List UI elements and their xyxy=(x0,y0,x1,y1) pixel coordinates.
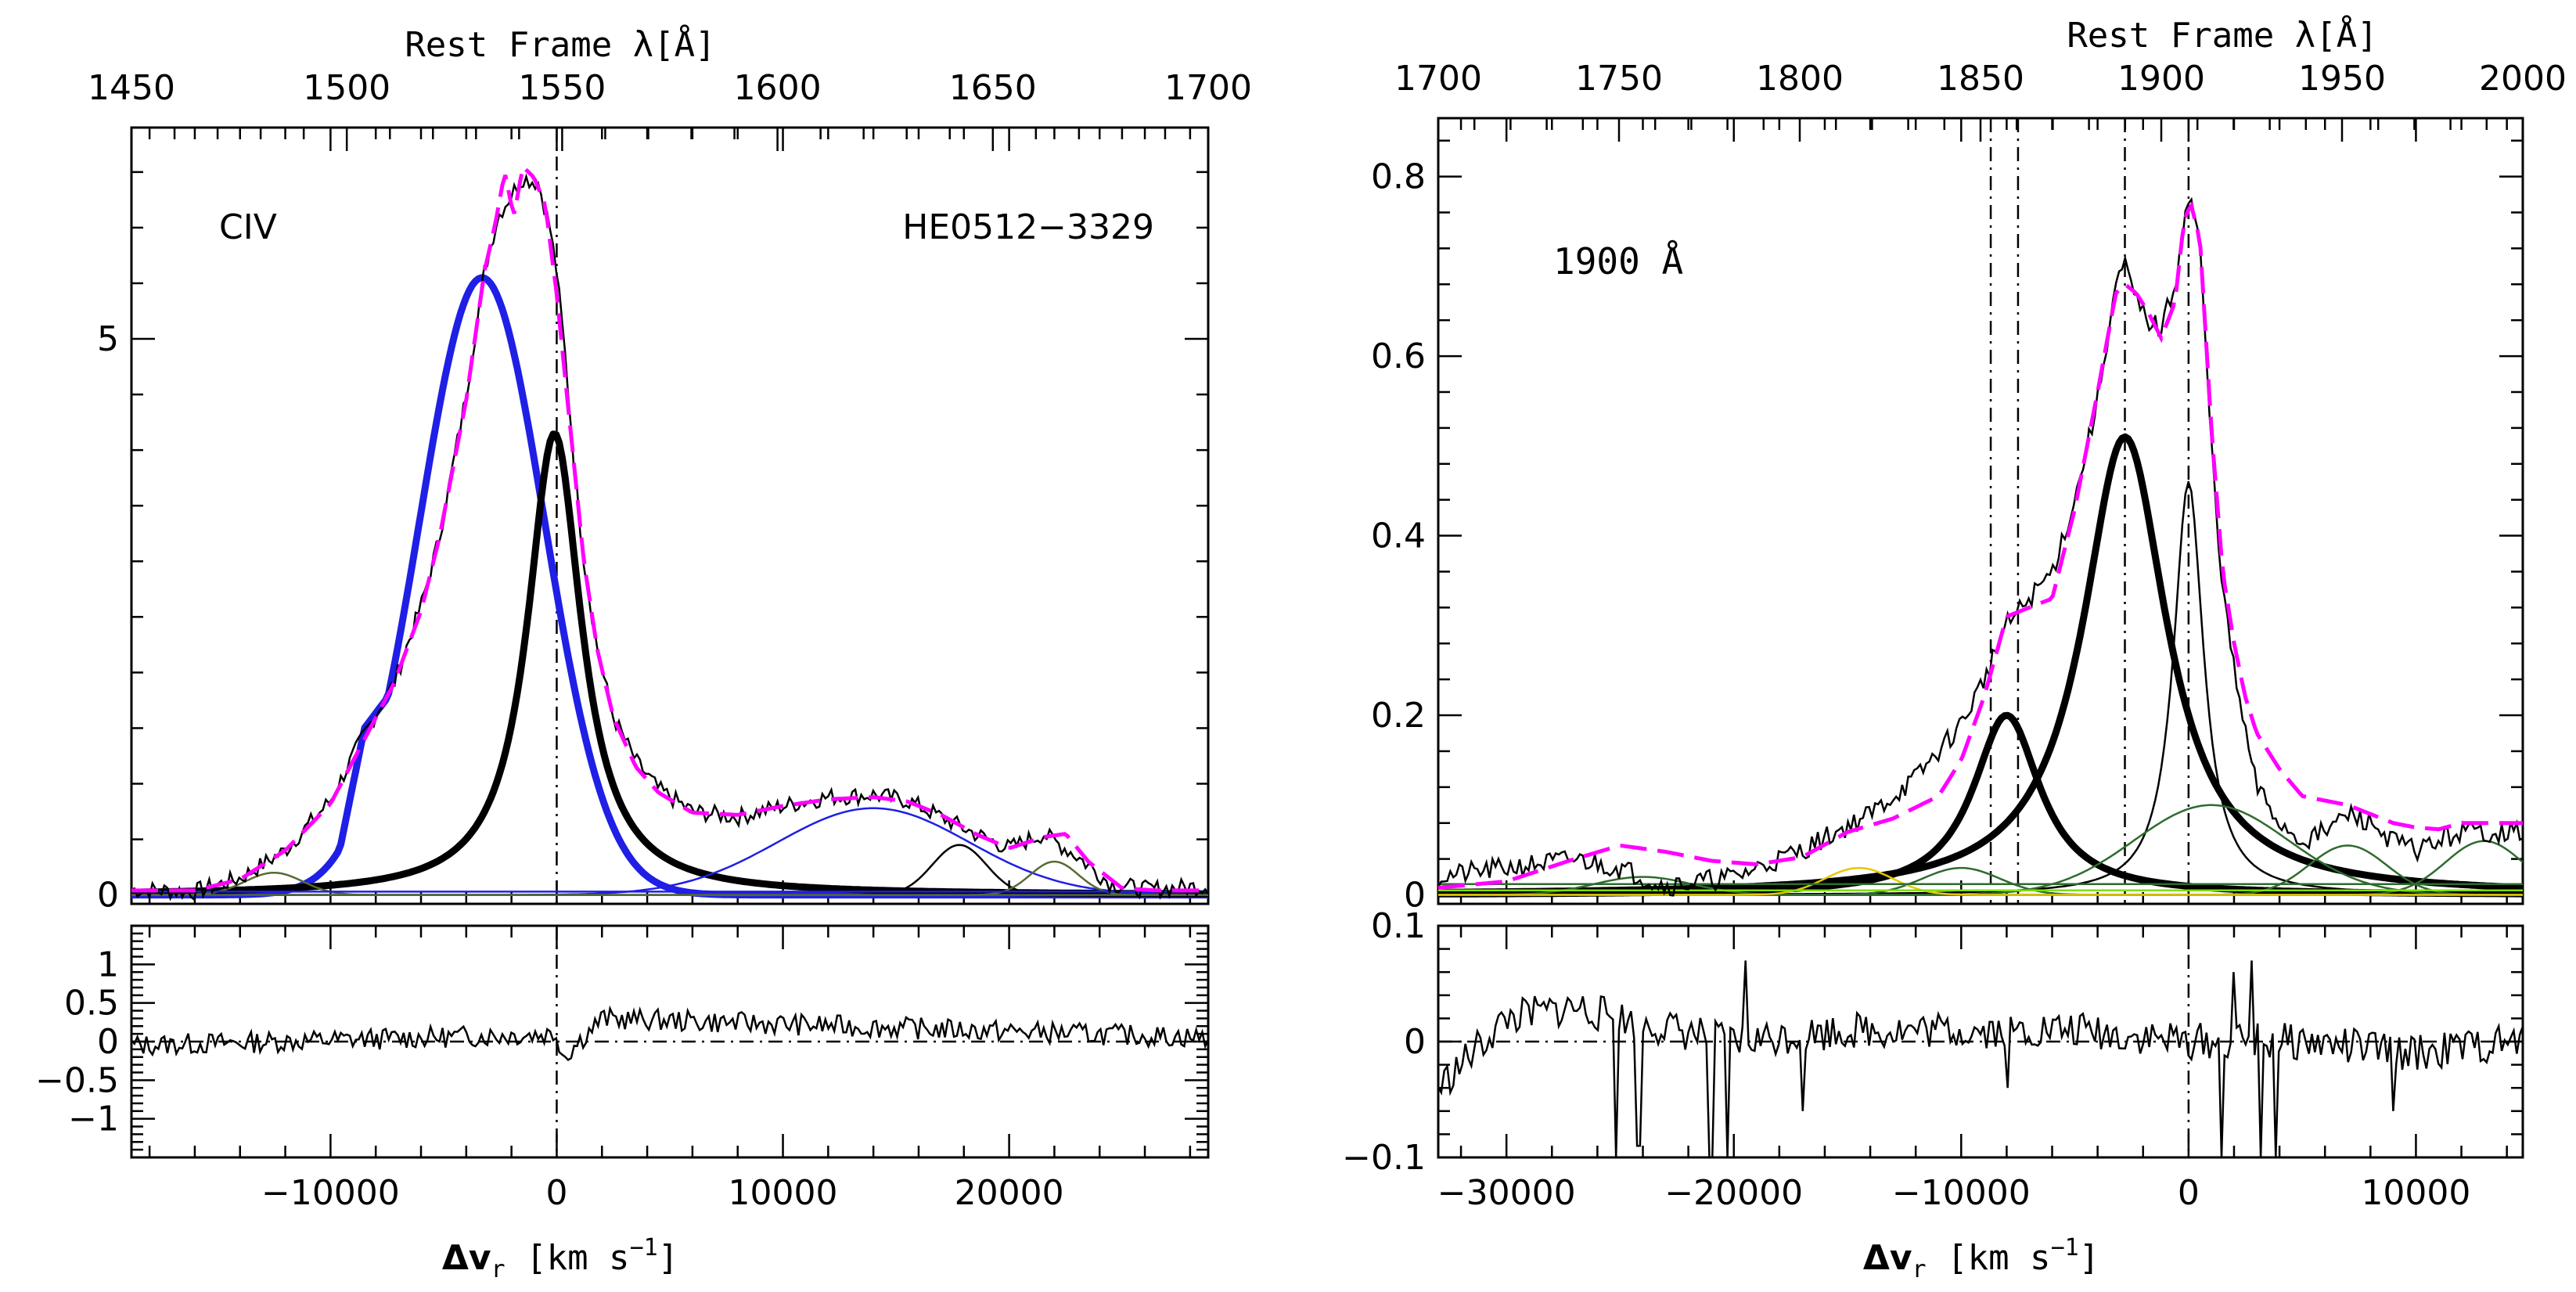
fit-component-1 xyxy=(1438,433,2523,896)
top-tick-label: 1700 xyxy=(1164,68,1252,108)
x-tick-label: 0 xyxy=(2178,1173,2200,1213)
total-fit xyxy=(131,163,1208,893)
y-tick-label: 0.8 xyxy=(1371,157,1426,197)
top-tick-label: 1550 xyxy=(518,68,606,108)
fit-component-2 xyxy=(1438,480,2523,896)
y-tick-label: 0.2 xyxy=(1371,696,1426,736)
y-tick-label: 0 xyxy=(1404,876,1426,916)
y-tick-label: 0 xyxy=(97,876,119,916)
x-axis-title-right: Δvr [km s−1] xyxy=(1863,1234,2099,1283)
top-tick-label: 1850 xyxy=(1937,59,2024,99)
residual-plot-1900: −30000 −20000 −10000 0 10000 −0.1 0 0.1 xyxy=(1342,906,2524,1213)
object-label: HE0512−3329 xyxy=(902,207,1154,247)
top-axis-title-right: Rest Frame λ[Å] xyxy=(2067,14,2377,56)
y-tick-label: 0.6 xyxy=(1371,336,1426,376)
panel-civ: Rest Frame λ[Å] 1450 1500 1550 1600 1650 1700… xyxy=(35,23,1252,1283)
fit-component-0 xyxy=(131,274,1208,899)
observed-spectrum xyxy=(131,173,1208,902)
residual-plot-civ: −10000 0 10000 20000−1−0.500.51 xyxy=(35,924,1210,1213)
plot-frame xyxy=(130,126,1210,905)
total-fit xyxy=(1438,201,2523,890)
x-tick-label: −20000 xyxy=(1664,1173,1803,1213)
top-tick-label: 2000 xyxy=(2479,59,2567,99)
x-tick-label: −30000 xyxy=(1437,1173,1576,1213)
fit-component-1 xyxy=(131,430,1208,898)
residual-y-tick-label: −0.1 xyxy=(1342,1138,1426,1178)
top-tick-label: 1600 xyxy=(734,68,822,108)
x-tick-label: 10000 xyxy=(729,1173,838,1213)
top-tick-label: 1700 xyxy=(1394,59,1482,99)
top-tick-label: 1650 xyxy=(949,68,1037,108)
x-axis-title-left: Δvr [km s−1] xyxy=(442,1234,678,1283)
residual-curve xyxy=(131,1005,1208,1061)
residual-y-tick-label: 0.1 xyxy=(1371,906,1426,946)
x-tick-label: 0 xyxy=(545,1173,567,1213)
fit-component-5 xyxy=(131,871,1208,896)
fit-component-6 xyxy=(1438,840,2523,896)
fit-component-8 xyxy=(1438,866,2523,896)
line-label-civ: CIV xyxy=(219,207,277,247)
y-tick-label: 0.4 xyxy=(1371,516,1426,556)
residual-frame xyxy=(130,924,1210,1159)
top-tick-label: 1500 xyxy=(303,68,390,108)
fit-component-2 xyxy=(131,807,1208,896)
residual-y-tick-label: 0 xyxy=(97,1022,119,1062)
top-axis-title-left: Rest Frame λ[Å] xyxy=(405,23,715,65)
x-tick-label: −10000 xyxy=(261,1173,400,1213)
plot-frame xyxy=(1437,117,2524,905)
x-tick-label: −10000 xyxy=(1892,1173,2031,1213)
line-label-1900: 1900 Å xyxy=(1553,240,1683,283)
fit-component-0 xyxy=(1438,711,2523,898)
top-tick-label: 1950 xyxy=(2298,59,2386,99)
residual-y-tick-label: −1 xyxy=(68,1099,119,1139)
residual-curve xyxy=(1438,960,2523,1157)
top-tick-label: 1800 xyxy=(1756,59,1844,99)
y-tick-label: 5 xyxy=(97,319,119,359)
top-tick-label: 1900 xyxy=(2117,59,2205,99)
top-tick-label: 1750 xyxy=(1575,59,1663,99)
residual-y-tick-label: 0 xyxy=(1404,1022,1426,1062)
top-tick-label: 1450 xyxy=(88,68,175,108)
residual-y-tick-label: −0.5 xyxy=(35,1060,119,1100)
x-tick-label: 10000 xyxy=(2361,1173,2470,1213)
residual-y-tick-label: 0.5 xyxy=(64,984,119,1024)
residual-y-tick-label: 1 xyxy=(97,945,119,984)
main-plot-1900: 0 0.2 0.4 0.6 0.8 xyxy=(1371,117,2524,916)
observed-spectrum xyxy=(1438,196,2523,897)
main-plot-civ: 05 xyxy=(97,126,1210,916)
panel-1900: Rest Frame λ[Å] 1700 1750 1800 1850 1900 1950… xyxy=(1342,14,2567,1283)
x-tick-label: 20000 xyxy=(955,1173,1064,1213)
